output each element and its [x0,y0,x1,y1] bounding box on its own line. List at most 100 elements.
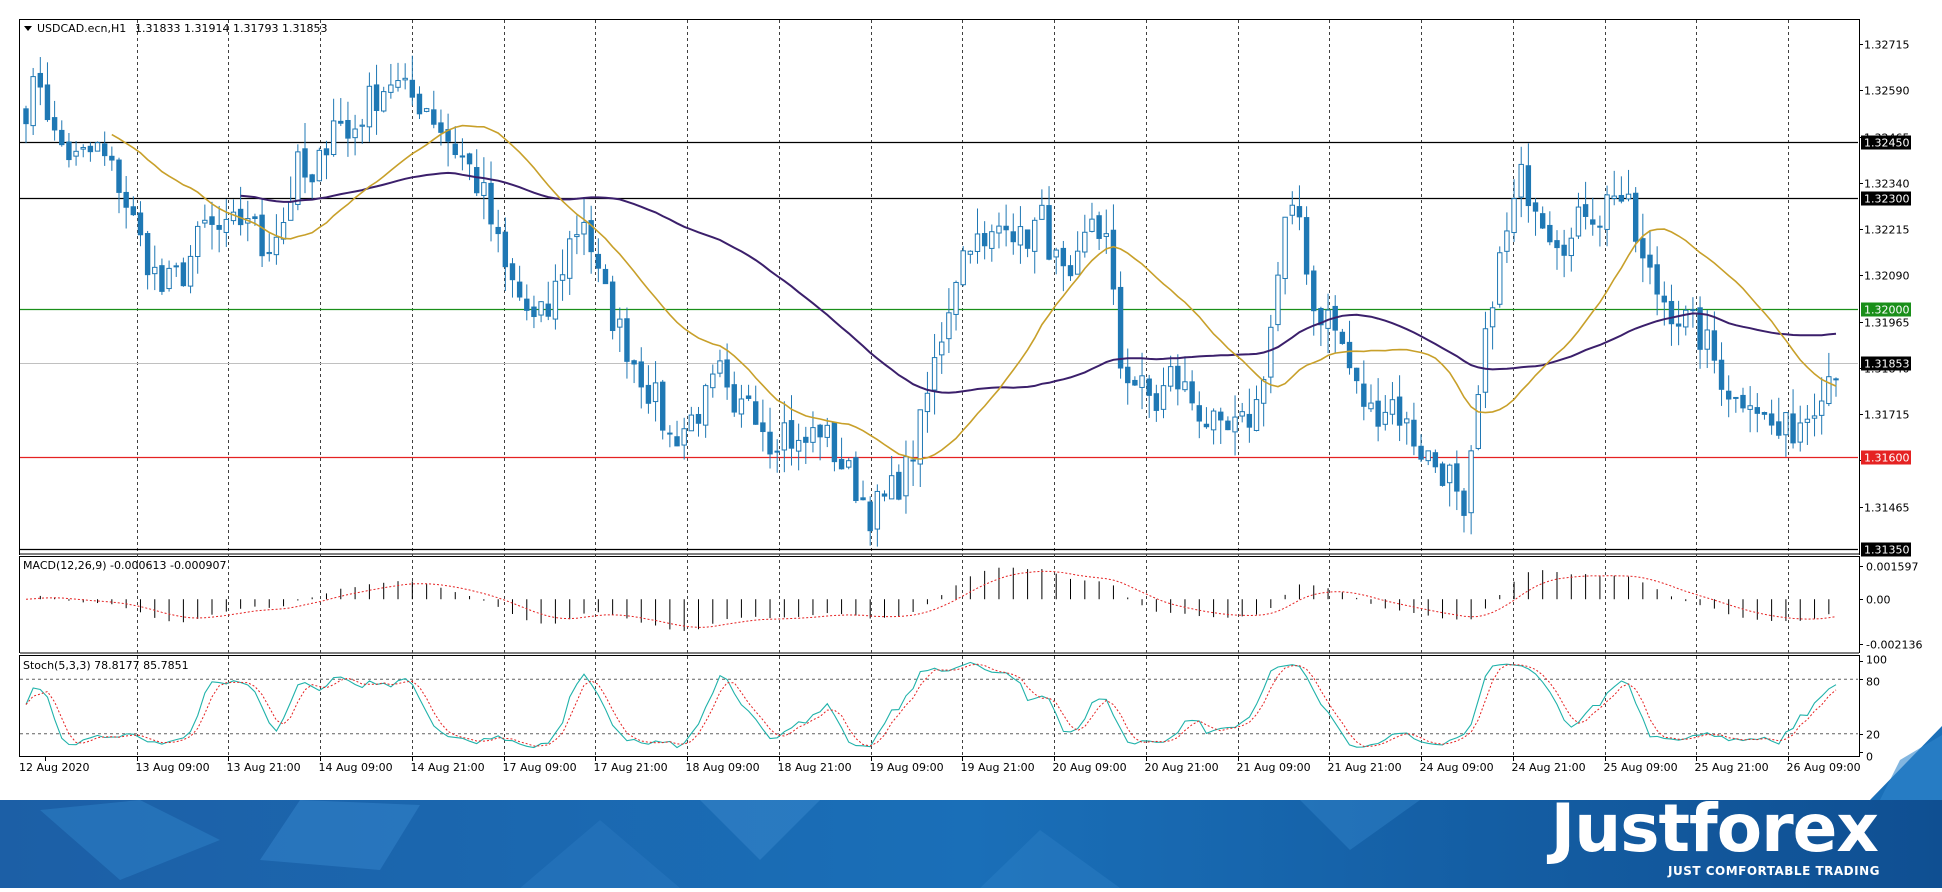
macd-tick-label: -0.002136 [1866,639,1922,652]
stoch-tick-label: 20 [1866,729,1880,742]
candle-body [1396,396,1403,426]
dropdown-arrow-icon[interactable] [24,26,32,31]
stoch-tick-label: 0 [1866,751,1873,764]
candle-body [1725,390,1732,400]
candle-body [338,120,344,124]
candle-body [1260,379,1267,404]
candle-body [1826,376,1832,405]
candle-body [159,265,165,292]
time-label: 17 Aug 09:00 [503,761,577,774]
candle-body [316,149,323,182]
candle-body [1489,307,1496,328]
candle-body [1167,366,1174,387]
candle-body [1783,412,1789,436]
candle-body [1353,367,1360,382]
candle-body [488,182,494,225]
candle-body [803,436,809,443]
candle-body [1318,307,1324,326]
stoch-d-line [25,663,1837,747]
candle-body [1096,215,1102,239]
candle-body [1146,378,1152,396]
candle-body [1117,286,1124,369]
candle-body [137,212,144,236]
candle-body [1060,247,1067,267]
candle-body [87,145,94,153]
level-label: 1.31350 [1864,544,1910,557]
candle-body [674,436,680,447]
candle-body [130,206,137,216]
candle-body [824,424,830,438]
candle-body [59,129,65,146]
candle-body [73,150,79,157]
time-label: 13 Aug 09:00 [136,761,210,774]
candle-body [1010,231,1016,243]
time-label: 13 Aug 21:00 [227,761,301,774]
candle-body [516,281,523,298]
candle-body [831,422,838,463]
price-tick-label: 1.32090 [1864,270,1910,283]
candle-body [645,384,652,404]
candle-body [1804,418,1811,423]
candle-body [609,281,616,332]
candle-body [1761,412,1768,415]
price-tick-label: 1.32590 [1864,85,1910,98]
candle-body [738,398,745,415]
stoch-panel: 100 80 20 0 [20,654,1887,764]
candle-body [1196,405,1202,422]
candle-body [960,250,966,286]
candle-body [681,428,687,446]
level-label-bg [1861,191,1911,206]
candle-body [101,143,108,157]
brand-logo: Justforex [1550,790,1879,867]
candle-body [1382,411,1388,425]
price-tick-label: 1.31965 [1864,317,1910,330]
candle-body [1518,163,1524,198]
time-label: 19 Aug 21:00 [961,761,1035,774]
candle-body [1625,193,1632,200]
candle-body [1210,410,1217,431]
candle-body [309,174,315,183]
candle-body [202,219,208,224]
candle-body [295,151,301,205]
candle-body [710,373,716,389]
vertical-grid [137,20,1789,756]
candle-body [288,201,294,221]
candle-body [574,234,580,238]
candle-body [695,413,702,424]
candle-body [1776,421,1782,436]
candle-body [431,109,437,125]
candle-body [223,218,230,233]
candle-body [631,360,637,365]
candle-body [1368,402,1374,410]
candle-body [760,422,766,433]
candle-body [1833,378,1839,381]
candle-body [1182,381,1188,391]
candle-body [1818,400,1825,416]
candle-body [416,93,423,115]
level-labels: 1.32450 1.32300 1.32000 1.31853 1.31600 1.313… [1861,135,1911,557]
candle-body [1454,463,1460,492]
candle-body [1740,394,1746,409]
candle-body [1418,445,1424,460]
candle-body [1690,309,1696,312]
ma-slow-line [240,171,1837,394]
candle-body [874,490,881,530]
time-label: 24 Aug 09:00 [1420,761,1494,774]
candle-body [717,360,723,374]
level-label: 1.31600 [1864,452,1910,465]
candle-body [23,108,29,125]
candle-body [838,458,845,470]
candle-body [767,431,773,455]
candle-body [1361,383,1367,407]
candle-body [1139,375,1145,388]
candle-body [1733,396,1739,399]
candle-body [359,124,365,127]
candle-body [567,238,573,279]
time-label: 26 Aug 09:00 [1787,761,1861,774]
candle-body [345,119,351,139]
candle-body [867,501,873,532]
candle-body [1697,307,1703,350]
candle-body [896,471,902,500]
level-label-bg [1861,450,1911,465]
